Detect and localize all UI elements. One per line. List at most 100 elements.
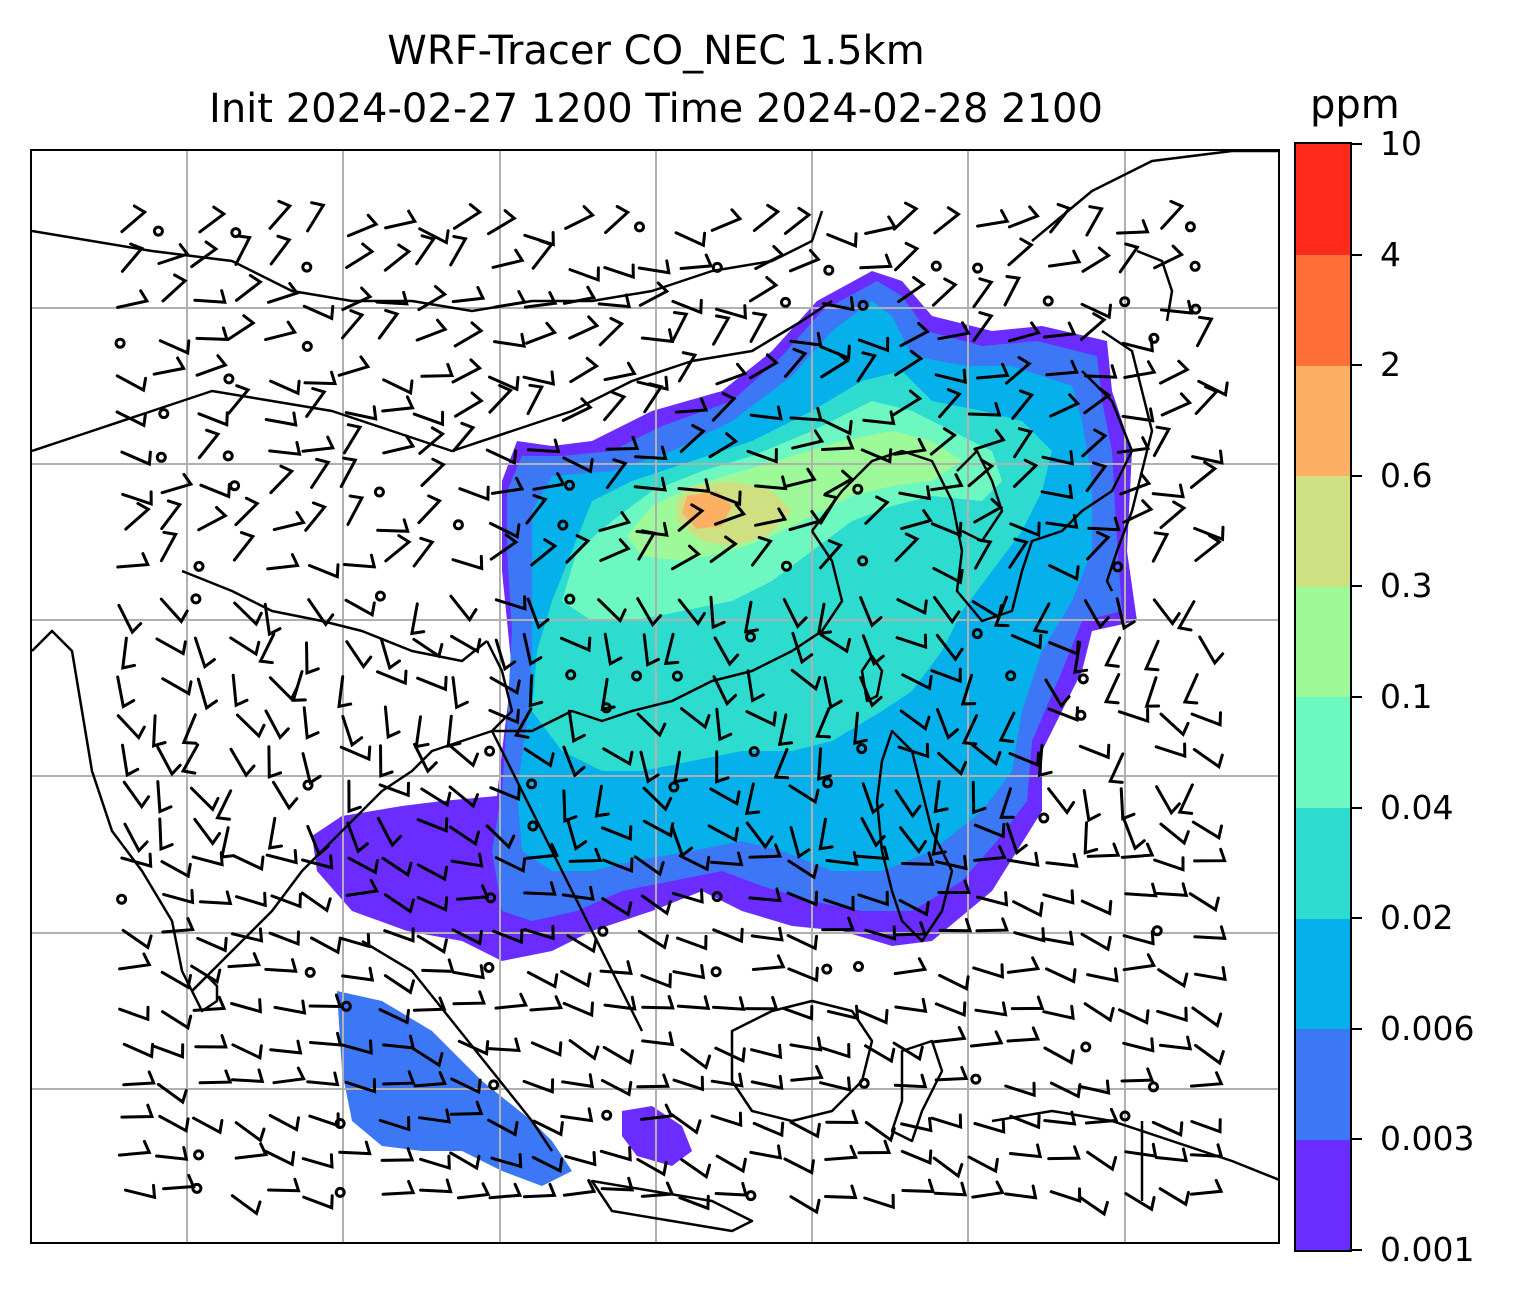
wind-barb <box>526 971 559 989</box>
wind-barb <box>446 714 462 748</box>
colorbar-tick-label: 0.003 <box>1380 1119 1475 1159</box>
wind-barb <box>864 925 897 941</box>
wind-barb <box>383 893 415 914</box>
wind-barb <box>232 531 256 562</box>
wind-barb <box>309 1031 343 1047</box>
wind-barb <box>566 934 598 954</box>
wind-barb <box>160 472 194 495</box>
wind-barb <box>384 534 412 563</box>
wind-barb <box>452 990 487 1006</box>
wind-barb <box>488 375 520 392</box>
calm-wind-marker <box>671 670 683 682</box>
wind-barb <box>345 640 373 670</box>
wind-barb <box>1049 1081 1082 1099</box>
wind-barb <box>972 311 994 342</box>
wind-barb <box>781 1005 814 1021</box>
wind-barb <box>156 780 173 814</box>
wind-barb <box>1042 321 1077 339</box>
wind-barb <box>1045 967 1077 984</box>
colorbar-segment <box>1296 697 1350 809</box>
wind-barb <box>676 934 708 951</box>
wind-barb <box>1045 513 1079 529</box>
wind-barb <box>562 1001 594 1018</box>
wind-barb <box>893 437 927 456</box>
wind-barb <box>633 855 665 877</box>
wind-barb <box>857 336 890 353</box>
wind-barb <box>120 242 145 273</box>
wind-barbs <box>115 199 1229 1217</box>
wind-barb <box>600 1176 635 1192</box>
coastline-philippines <box>875 729 954 943</box>
wind-barb <box>715 750 730 784</box>
wind-barb <box>192 995 227 1012</box>
wind-barb <box>562 745 586 778</box>
wind-barb <box>1086 967 1119 983</box>
calm-wind-marker <box>1119 1110 1131 1122</box>
wind-barb <box>416 675 448 692</box>
wind-barb <box>494 856 527 873</box>
wind-barb <box>893 1073 928 1089</box>
wind-barb <box>1121 407 1155 423</box>
wind-barb <box>1086 842 1121 858</box>
wind-barb <box>640 894 672 916</box>
wind-barb <box>935 633 964 662</box>
wind-barb <box>897 742 930 759</box>
wind-barb <box>379 637 401 671</box>
wind-barb <box>230 927 264 943</box>
calm-wind-marker <box>114 337 126 349</box>
wind-barb <box>1040 484 1074 500</box>
wind-barb <box>1123 360 1157 379</box>
wind-barb <box>1124 882 1158 898</box>
wind-barb <box>1006 1026 1041 1043</box>
wind-barb <box>347 779 362 814</box>
wind-barb <box>1159 712 1190 737</box>
wind-barb <box>672 1075 705 1092</box>
wind-barb <box>604 205 631 234</box>
wind-barb <box>162 888 195 905</box>
wind-barb <box>972 963 1004 979</box>
wind-barb <box>451 286 486 304</box>
wind-barb <box>116 552 150 569</box>
wind-barb <box>663 632 680 666</box>
wind-barb <box>522 633 543 667</box>
wind-barb <box>1189 1071 1224 1088</box>
coastline-india <box>32 629 363 993</box>
wind-barb <box>489 676 521 696</box>
wind-barb <box>971 1180 1005 1199</box>
wind-barb <box>1193 525 1225 542</box>
colorbar-tick <box>1352 364 1362 367</box>
wind-barb <box>892 1041 924 1062</box>
calm-wind-marker <box>193 560 205 572</box>
wind-barb <box>783 467 817 488</box>
wind-barb <box>485 824 516 850</box>
wind-barb <box>1049 1187 1082 1203</box>
wind-barb <box>748 887 782 903</box>
wind-barb <box>273 999 307 1015</box>
wind-barb <box>1084 364 1118 379</box>
wind-barb <box>863 1193 895 1210</box>
wind-barb <box>853 711 868 746</box>
wind-barb <box>531 1155 564 1174</box>
wind-barb <box>272 1066 306 1085</box>
wind-barb <box>1104 636 1122 668</box>
wind-barb <box>636 1158 668 1177</box>
wind-barb <box>773 747 790 780</box>
wind-barb <box>123 822 149 854</box>
wind-barb <box>976 209 1010 228</box>
wind-barb <box>525 494 548 525</box>
wind-barb <box>180 743 200 775</box>
wind-barb <box>1087 516 1121 532</box>
wind-barb <box>1043 1110 1077 1126</box>
wind-barb <box>566 818 588 851</box>
wind-barb <box>859 596 883 628</box>
wind-barb <box>561 885 595 901</box>
wind-barb <box>750 1043 783 1060</box>
wind-barb <box>451 554 484 571</box>
wind-barb <box>861 634 885 667</box>
wind-barb <box>1196 315 1214 348</box>
wind-barb <box>1005 356 1032 385</box>
wind-barb <box>1008 537 1029 569</box>
wind-barb <box>715 304 748 320</box>
wind-barb <box>219 826 236 859</box>
calm-wind-marker <box>193 1149 205 1161</box>
